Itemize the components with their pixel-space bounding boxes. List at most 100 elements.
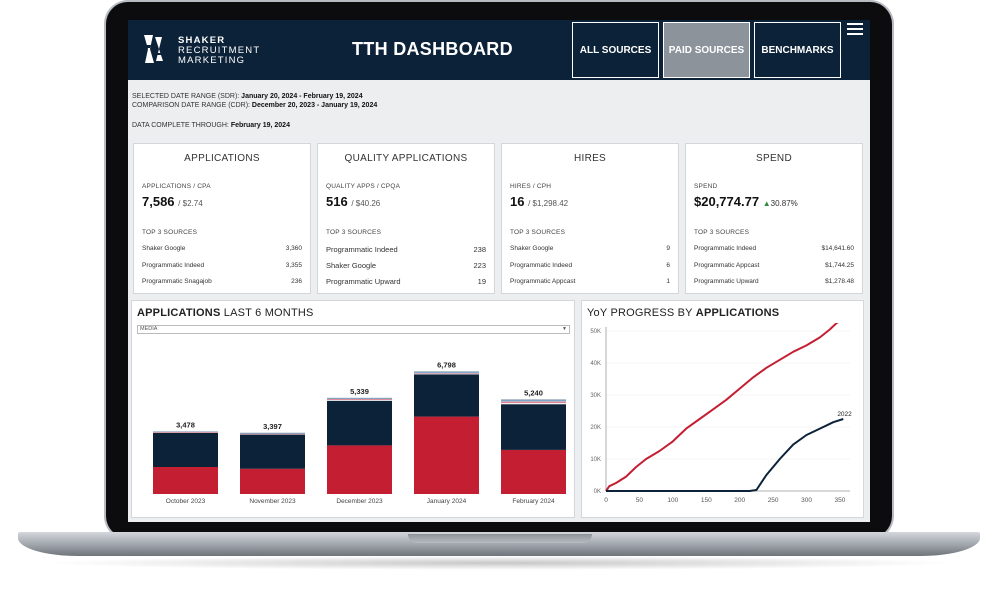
top-sources-label: TOP 3 SOURCES	[510, 229, 566, 236]
bar-segment-2[interactable]	[414, 373, 479, 375]
bar-segment-0[interactable]	[153, 467, 218, 494]
x-tick-label: November 2023	[249, 498, 296, 505]
source-name: Programmatic Upward	[326, 277, 401, 286]
laptop-shadow	[40, 556, 960, 570]
bar-segment-1[interactable]	[501, 404, 566, 450]
comparison-date-range: COMPARISON DATE RANGE (CDR): December 20…	[132, 102, 377, 109]
bar-segment-3[interactable]	[414, 373, 479, 374]
bar-panel-title-bold: APPLICATIONS	[137, 307, 221, 319]
bar-segment-5[interactable]	[501, 400, 566, 401]
x-tick-label: January 2024	[427, 498, 467, 505]
card-title: HIRES	[573, 153, 607, 164]
source-value: 236	[291, 278, 302, 285]
yoy-line-panel: YoY PROGRESS BY APPLICATIONS 0K 10K 20K 30K…	[581, 300, 864, 518]
card-main-value: $20,774.77	[694, 194, 760, 209]
source-value: 3,360	[285, 245, 302, 252]
hires-card: HIRES HIRES / CPH 16 / $1,298.42 TOP 3 S…	[501, 143, 679, 294]
x-tick-label: December 2023	[336, 498, 383, 505]
bar-segment-5[interactable]	[414, 371, 479, 373]
list-item: Shaker Google 3,360	[142, 245, 302, 252]
source-value: 19	[477, 277, 486, 286]
bar-panel-title-rest: LAST 6 MONTHS	[223, 307, 314, 319]
card-secondary-value: / $2.74	[178, 199, 203, 208]
source-value: 6	[666, 262, 670, 269]
media-filter-select[interactable]: MEDIA ▼	[137, 325, 570, 334]
bar-segment-2[interactable]	[501, 402, 566, 405]
complete-label: DATA COMPLETE THROUGH:	[132, 122, 229, 129]
nav-benchmarks-button[interactable]: BENCHMARKS	[754, 22, 841, 78]
source-name: Programmatic Indeed	[326, 245, 398, 254]
spend-card: SPEND SPEND $20,774.77 ▲30.87% TOP 3 SOU…	[685, 143, 863, 294]
source-value: 223	[473, 261, 486, 270]
series-line-2022[interactable]	[606, 418, 844, 492]
bar-segment-3[interactable]	[501, 401, 566, 403]
bar-segment-1[interactable]	[414, 374, 479, 417]
card-title: APPLICATIONS	[184, 153, 260, 164]
complete-value: February 19, 2024	[230, 122, 290, 129]
line-chart: 0K 10K 20K 30K 40K 50K 0 50 100 150 200 250 300 350 20…	[590, 323, 852, 504]
bar-segment-4[interactable]	[327, 398, 392, 400]
source-value: 238	[473, 245, 486, 254]
bar-segment-0[interactable]	[327, 445, 392, 494]
card-title: SPEND	[756, 153, 792, 164]
series-label: 2022	[837, 411, 852, 418]
cdr-value: December 20, 2023 - January 19, 2024	[251, 102, 378, 109]
series-line-2023[interactable]	[605, 323, 843, 492]
card-secondary-value: / $40.26	[351, 199, 381, 208]
y-tick-label: 0K	[594, 489, 601, 495]
bar-segment-3[interactable]	[327, 399, 392, 400]
bar-total-label: 5,339	[350, 387, 369, 396]
x-tick-label: 100	[667, 497, 678, 504]
source-name: Shaker Google	[510, 245, 554, 252]
x-tick-label: February 2024	[512, 498, 555, 505]
page-title: TTH DASHBOARD	[352, 39, 513, 59]
list-item: Programmatic Upward $1,278.48	[694, 278, 854, 285]
select-value: MEDIA	[140, 326, 158, 332]
list-item: Programmatic Upward 19	[326, 277, 486, 286]
card-main-value: 516	[326, 194, 348, 209]
source-name: Programmatic Appcast	[510, 278, 576, 285]
bar-total-label: 3,478	[176, 420, 195, 429]
source-value: 9	[666, 245, 670, 252]
list-item: Shaker Google 9	[510, 245, 670, 252]
brand-name: SHAKER RECRUITMENT MARKETING	[178, 36, 260, 66]
bar-segment-2[interactable]	[327, 399, 392, 401]
bar-segment-1[interactable]	[240, 434, 305, 469]
source-name: Programmatic Upward	[694, 278, 759, 285]
bar-segment-4[interactable]	[501, 400, 566, 402]
bar-segment-1[interactable]	[327, 400, 392, 446]
source-name: Shaker Google	[142, 245, 186, 252]
bar-chart: 3,478 October 2023 3,397 November 2023 5,339…	[153, 361, 566, 505]
list-item: Programmatic Indeed 6	[510, 262, 670, 269]
bar-segment-0[interactable]	[414, 416, 479, 494]
x-tick-label: 350	[835, 497, 846, 504]
card-main-value: 7,586	[142, 194, 175, 209]
bar-segment-3[interactable]	[153, 431, 218, 433]
bar-segment-5[interactable]	[240, 432, 305, 434]
bar-segment-3[interactable]	[240, 433, 305, 435]
cdr-label: COMPARISON DATE RANGE (CDR):	[132, 102, 250, 109]
nav-paid-sources-button[interactable]: PAID SOURCES	[663, 22, 750, 78]
list-item: Programmatic Snagajob 236	[142, 278, 302, 285]
card-value: 16 / $1,298.42	[510, 194, 568, 209]
card-value: $20,774.77 ▲30.87%	[694, 194, 798, 209]
source-value: $1,744.25	[825, 262, 854, 269]
x-tick-label: 250	[768, 497, 779, 504]
nav-all-sources-button[interactable]: ALL SOURCES	[572, 22, 659, 78]
bar-segment-0[interactable]	[501, 449, 566, 494]
list-item: Programmatic Appcast 1	[510, 278, 670, 285]
chevron-down-icon: ▼	[562, 326, 567, 332]
hamburger-menu-icon[interactable]	[847, 23, 863, 35]
bar-segment-1[interactable]	[153, 432, 218, 467]
sdr-value: January 20, 2024 - February 19, 2024	[241, 93, 363, 100]
list-item: Programmatic Indeed 238	[326, 245, 486, 254]
y-tick-label: 50K	[590, 329, 601, 335]
bar-total-label: 3,397	[263, 422, 282, 431]
bar-segment-0[interactable]	[240, 468, 305, 494]
bar-segment-4[interactable]	[414, 372, 479, 374]
source-name: Programmatic Snagajob	[142, 278, 212, 285]
list-item: Programmatic Indeed $14,641.60	[694, 245, 854, 252]
top-sources-label: TOP 3 SOURCES	[142, 229, 198, 236]
bar-total-label: 6,798	[437, 361, 456, 370]
y-tick-label: 20K	[590, 425, 601, 431]
